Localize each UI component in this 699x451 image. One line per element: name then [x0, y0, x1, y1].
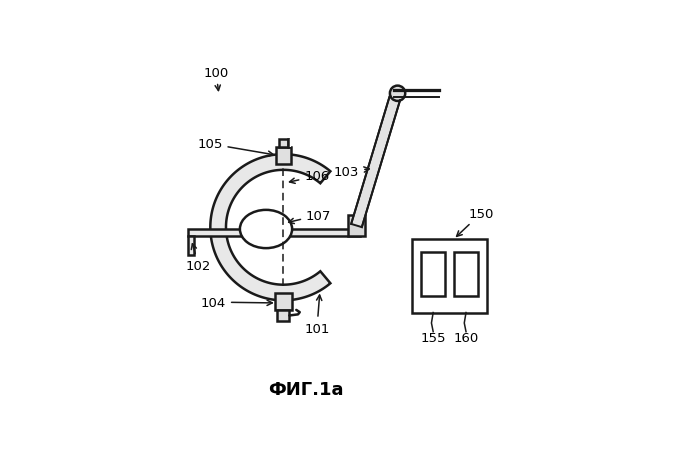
- Text: 155: 155: [420, 331, 446, 344]
- Text: 101: 101: [304, 295, 330, 335]
- Text: 103: 103: [334, 166, 369, 179]
- Text: 150: 150: [456, 207, 493, 237]
- Bar: [412, 240, 487, 313]
- Bar: [188, 229, 360, 237]
- Bar: [278, 310, 289, 322]
- Bar: [454, 253, 478, 296]
- Bar: [348, 216, 365, 236]
- Bar: [278, 140, 288, 148]
- Bar: [421, 253, 445, 296]
- Polygon shape: [351, 98, 400, 228]
- Text: 100: 100: [203, 67, 229, 92]
- Circle shape: [390, 87, 405, 101]
- Bar: [275, 293, 291, 310]
- Text: 107: 107: [289, 209, 331, 224]
- Text: 160: 160: [454, 331, 479, 344]
- Text: ФИГ.1a: ФИГ.1a: [268, 380, 344, 398]
- Text: 104: 104: [201, 296, 273, 309]
- Text: 105: 105: [197, 138, 273, 157]
- Bar: [188, 237, 194, 256]
- Text: 102: 102: [186, 244, 211, 272]
- Text: 106: 106: [289, 170, 329, 184]
- Polygon shape: [210, 155, 331, 301]
- Bar: [276, 148, 291, 164]
- Bar: [288, 140, 291, 148]
- Ellipse shape: [240, 210, 292, 249]
